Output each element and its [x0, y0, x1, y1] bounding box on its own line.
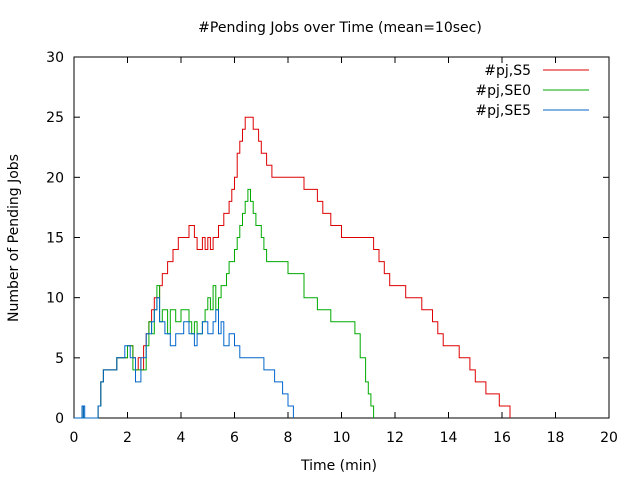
- x-tick-label: 18: [547, 430, 565, 446]
- x-tick-label: 20: [600, 430, 618, 446]
- y-axis: 0 5 10 15 20 25 30: [46, 50, 609, 427]
- x-tick-label: 14: [440, 430, 458, 446]
- y-tick-label: 15: [46, 231, 64, 247]
- legend: #pj,S5 #pj,SE0 #pj,SE5: [475, 63, 589, 119]
- y-tick-label: 0: [55, 411, 64, 427]
- x-tick-label: 16: [493, 430, 511, 446]
- series-line-2: [74, 297, 294, 419]
- x-axis: 0 2 4 6 8 10 12 14 16 18 20: [70, 57, 618, 446]
- y-axis-title: Number of Pending Jobs: [6, 154, 22, 322]
- legend-label: #pj,SE0: [475, 83, 531, 99]
- y-tick-label: 30: [46, 50, 64, 66]
- series-line-0: [74, 116, 511, 419]
- x-axis-title: Time (min): [300, 458, 377, 474]
- x-tick-label: 0: [70, 430, 79, 446]
- y-tick-label: 25: [46, 110, 64, 126]
- y-tick-label: 10: [46, 291, 64, 307]
- x-tick-label: 4: [177, 430, 186, 446]
- y-tick-label: 5: [55, 351, 64, 367]
- y-tick-label: 20: [46, 170, 64, 186]
- x-tick-label: 10: [333, 430, 351, 446]
- x-tick-label: 8: [284, 430, 293, 446]
- x-tick-label: 12: [386, 430, 404, 446]
- x-tick-label: 6: [230, 430, 239, 446]
- legend-label: #pj,SE5: [475, 103, 531, 119]
- chart-title: #Pending Jobs over Time (mean=10sec): [198, 20, 482, 36]
- series-lines: [74, 116, 511, 419]
- x-tick-label: 2: [123, 430, 132, 446]
- legend-label: #pj,S5: [484, 63, 531, 79]
